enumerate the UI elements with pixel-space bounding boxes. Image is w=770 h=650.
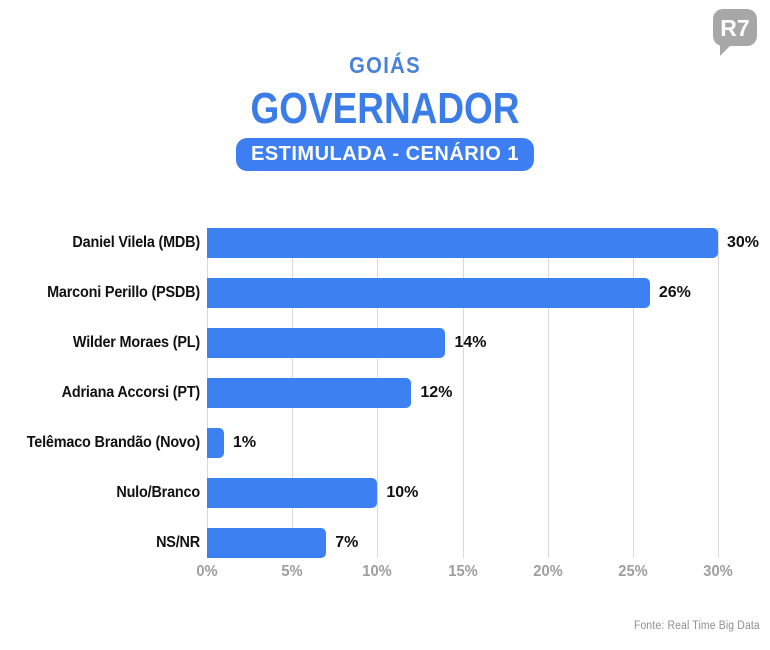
value-label: 26% [658, 284, 691, 301]
value-label: 7% [335, 534, 359, 551]
axis-tick-label: 5% [281, 563, 303, 580]
axis-tick-label: 20% [532, 563, 563, 580]
bar [207, 478, 378, 508]
bar-chart: Daniel Vilela (MDB) 30% Marconi Perillo (P… [0, 218, 770, 580]
category-label: Marconi Perillo (PSDB) [47, 284, 200, 301]
bar [207, 378, 412, 408]
axis-tick-label: 15% [447, 563, 478, 580]
value-label: 12% [420, 384, 453, 401]
region-title: GOIÁS [349, 52, 421, 78]
gridline [462, 228, 464, 558]
chart-rows: Daniel Vilela (MDB) 30% Marconi Perillo (P… [0, 218, 770, 568]
axis-tick-label: 10% [362, 563, 393, 580]
axis-tick-label: 30% [703, 563, 733, 580]
chart-row: NS/NR 7% [0, 518, 770, 568]
gridline [547, 228, 549, 558]
r7-logo: R7 [710, 6, 760, 58]
category-label: Nulo/Branco [116, 484, 200, 501]
category-label: Adriana Accorsi (PT) [61, 384, 201, 401]
bar [207, 428, 225, 458]
scenario-badge: ESTIMULADA - CENÁRIO 1 [235, 138, 535, 171]
chart-row: Adriana Accorsi (PT) 12% [0, 368, 770, 418]
gridline [632, 228, 634, 558]
page-title: GOVERNADOR [250, 84, 520, 133]
chart-row: Wilder Moraes (PL) 14% [0, 318, 770, 368]
source-credit: Fonte: Real Time Big Data [634, 620, 760, 632]
value-label: 1% [233, 434, 257, 451]
category-label: Telêmaco Brandão (Novo) [26, 434, 201, 451]
value-label: 10% [386, 484, 419, 501]
x-axis: 0% 5% 10% 15% 20% 25% 30% [0, 563, 770, 585]
category-label: Wilder Moraes (PL) [72, 334, 200, 351]
bar [207, 278, 650, 308]
value-label: 14% [454, 334, 487, 351]
category-label: Daniel Vilela (MDB) [72, 234, 200, 251]
r7-logo-text: R7 [720, 15, 749, 41]
value-label: 30% [727, 234, 760, 251]
category-label: NS/NR [156, 534, 200, 551]
bar [207, 528, 327, 558]
bar [207, 228, 718, 258]
r7-logo-bubble-icon: R7 [713, 9, 757, 56]
chart-row: Nulo/Branco 10% [0, 468, 770, 518]
axis-tick-label: 25% [618, 563, 648, 580]
axis-tick-label: 0% [196, 563, 218, 580]
chart-row: Daniel Vilela (MDB) 30% [0, 218, 770, 268]
bar [207, 328, 446, 358]
chart-row: Telêmaco Brandão (Novo) 1% [0, 418, 770, 468]
gridline [718, 228, 719, 558]
chart-row: Marconi Perillo (PSDB) 26% [0, 268, 770, 318]
